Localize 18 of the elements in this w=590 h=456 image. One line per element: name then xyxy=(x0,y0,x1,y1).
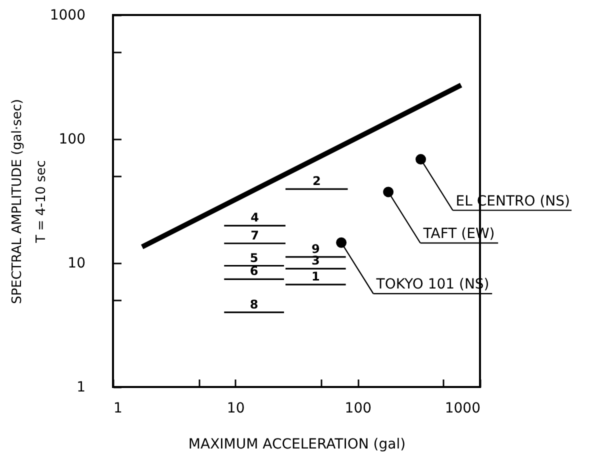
y-axis-title: SPECTRAL AMPLITUDE (gal·sec) T = 4-10 sec xyxy=(10,99,49,304)
y-tick-label: 100 xyxy=(58,132,86,148)
y-tick-label: 1 xyxy=(76,380,86,396)
series-label: 1 xyxy=(311,270,320,284)
x-tick-label: 100 xyxy=(344,400,372,416)
series-label: 2 xyxy=(312,174,321,188)
series-label: 4 xyxy=(250,210,259,225)
y-tick-label: 10 xyxy=(68,256,86,272)
x-tick-label: 1000 xyxy=(444,400,480,416)
series-label: 8 xyxy=(250,297,258,312)
y-tick-label: 1000 xyxy=(50,8,86,24)
x-axis-title: MAXIMUM ACCELERATION (gal) xyxy=(188,436,406,452)
series-label: 7 xyxy=(250,228,259,242)
series-label: 6 xyxy=(250,264,258,278)
x-tick-label: 1 xyxy=(114,400,122,416)
series-label: 5 xyxy=(250,250,258,265)
x-tick-label: 10 xyxy=(226,400,245,416)
series-label: 9 xyxy=(311,242,320,256)
